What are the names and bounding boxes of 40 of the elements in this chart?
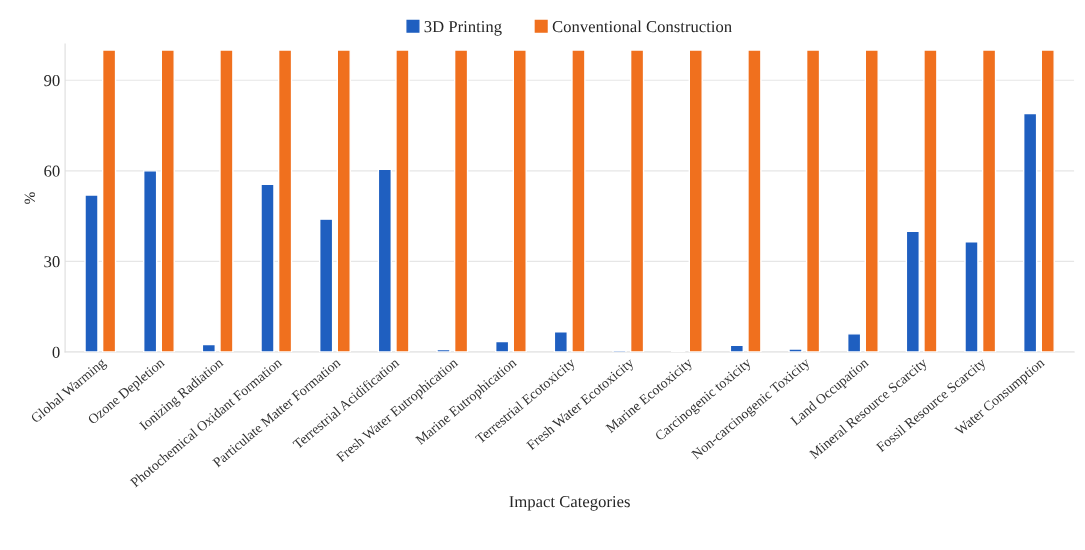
bar: [747, 49, 762, 352]
bar: [788, 348, 803, 352]
bar: [847, 333, 862, 352]
bar: [277, 49, 293, 352]
bar: [923, 49, 938, 352]
bar: [395, 49, 410, 352]
bar: [571, 49, 586, 352]
bar: [143, 170, 158, 352]
bar: [101, 49, 117, 352]
bar: [964, 241, 979, 352]
x-axis-title: Impact Categories: [509, 496, 630, 511]
bar: [84, 194, 99, 352]
bar: [453, 49, 469, 352]
bar: [512, 49, 527, 352]
legend-label: Conventional Construction: [552, 20, 732, 33]
bar: [981, 49, 997, 352]
y-tick-label: 90: [44, 74, 60, 87]
bar: [260, 183, 275, 352]
bar: [805, 49, 821, 352]
bar: [219, 49, 234, 352]
bar: [201, 343, 216, 352]
bar: [688, 49, 703, 352]
bar: [864, 49, 879, 352]
bar: [160, 49, 175, 352]
bar: [629, 49, 645, 352]
bar: [1023, 112, 1038, 352]
bar: [905, 230, 920, 352]
bar: [436, 348, 451, 352]
legend-label: 3D Printing: [424, 21, 502, 36]
bar: [377, 168, 392, 352]
bar: [495, 340, 510, 352]
bar: [319, 218, 334, 352]
y-axis-title: %: [24, 192, 35, 204]
bar: [553, 331, 568, 352]
bar: [1040, 49, 1055, 352]
y-tick-label: 30: [44, 256, 60, 268]
bar: [336, 49, 351, 352]
y-tick-label: 60: [44, 165, 60, 177]
bar: [729, 344, 744, 352]
y-tick-label: 0: [52, 346, 60, 358]
